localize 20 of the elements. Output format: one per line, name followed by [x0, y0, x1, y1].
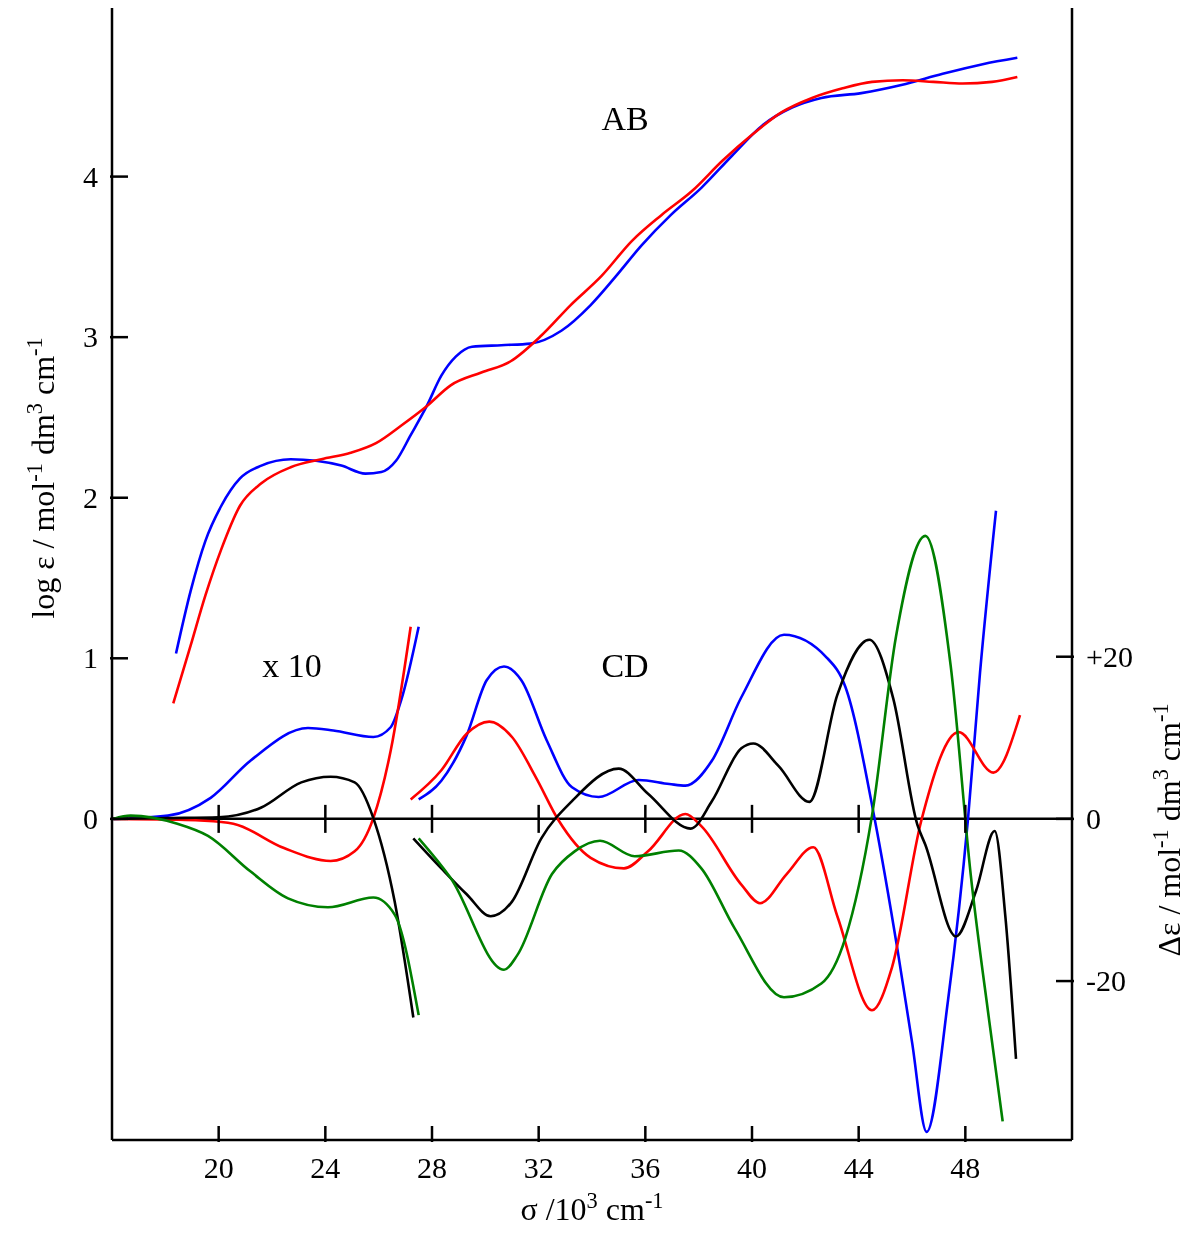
y-tick-label: 1	[83, 641, 98, 675]
annotation: AB	[601, 100, 649, 137]
x-tick-label: 48	[950, 1151, 981, 1184]
y-tick-label: 4	[83, 159, 98, 193]
annotation: CD	[601, 647, 649, 684]
x-tick-label: 40	[737, 1151, 767, 1184]
x-axis-title: σ /10$^{3}$ cm$^{-1}$	[520, 1187, 664, 1227]
x-tick-label: 20	[203, 1151, 234, 1184]
y2-tick-label: -20	[1086, 964, 1126, 998]
x-tick-label: 28	[417, 1151, 447, 1184]
annotation: x 10	[262, 647, 322, 684]
y2-tick-label: 0	[1086, 801, 1101, 835]
x-tick-label: 36	[630, 1151, 661, 1184]
y2-tick-label: +20	[1086, 639, 1133, 673]
y-tick-label: 2	[83, 480, 98, 514]
x-tick-label: 32	[523, 1151, 554, 1184]
y-tick-label: 3	[83, 320, 98, 354]
y-tick-label: 0	[83, 801, 98, 835]
x-tick-label: 44	[843, 1151, 874, 1184]
x-tick-label: 24	[310, 1151, 341, 1184]
